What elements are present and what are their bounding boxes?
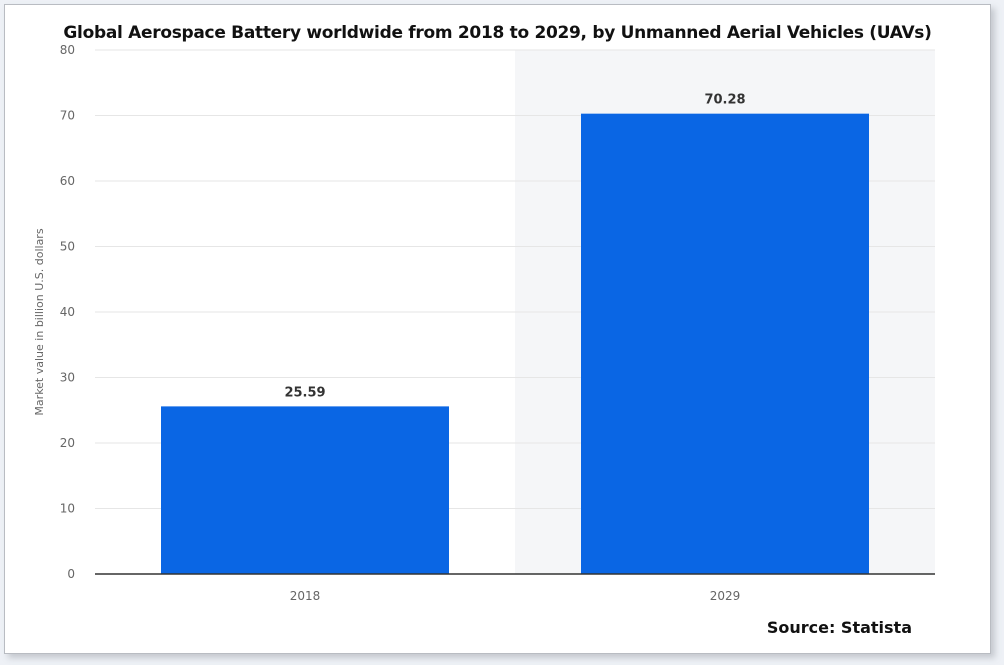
- bar: [581, 113, 869, 574]
- y-tick-label: 70: [60, 109, 75, 123]
- y-tick-label: 20: [60, 436, 75, 450]
- y-tick-label: 60: [60, 174, 75, 188]
- data-label: 70.28: [704, 93, 745, 108]
- chart-frame: Global Aerospace Battery worldwide from …: [4, 4, 991, 654]
- y-tick-label: 0: [67, 567, 75, 581]
- x-tick-label: 2018: [290, 589, 321, 603]
- y-tick-label: 30: [60, 371, 75, 385]
- data-labels: 25.59 70.28: [284, 93, 745, 401]
- y-tick-label: 80: [60, 43, 75, 57]
- x-tick-label: 2029: [710, 589, 741, 603]
- source-note: Source: Statista: [766, 618, 912, 637]
- data-label: 25.59: [284, 385, 325, 400]
- bars: [161, 113, 869, 574]
- y-axis-label: Market value in billion U.S. dollars: [33, 228, 46, 415]
- chart-title: Global Aerospace Battery worldwide from …: [63, 23, 932, 43]
- y-tick-labels: 0 10 20 30 40 50 60 70 80: [60, 43, 75, 581]
- bar: [161, 406, 449, 574]
- y-tick-label: 40: [60, 305, 75, 319]
- x-tick-labels: 2018 2029: [290, 589, 741, 603]
- y-tick-label: 50: [60, 240, 75, 254]
- bar-chart: 0 10 20 30 40 50 60 70 80 2018 2029 25.59 70.28 Ma…: [33, 43, 935, 603]
- y-tick-label: 10: [60, 502, 75, 516]
